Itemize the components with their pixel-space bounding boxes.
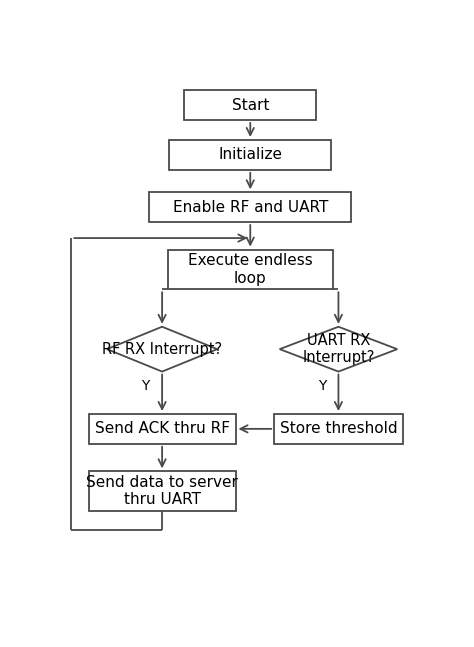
Text: Send data to server
thru UART: Send data to server thru UART bbox=[86, 475, 238, 507]
Polygon shape bbox=[107, 327, 217, 371]
Text: Enable RF and UART: Enable RF and UART bbox=[173, 200, 328, 215]
Text: Store threshold: Store threshold bbox=[280, 421, 397, 436]
Polygon shape bbox=[280, 327, 397, 371]
Text: Start: Start bbox=[231, 98, 269, 113]
Text: Initialize: Initialize bbox=[218, 148, 283, 162]
FancyBboxPatch shape bbox=[184, 90, 316, 120]
Text: Send ACK thru RF: Send ACK thru RF bbox=[95, 421, 229, 436]
Text: Y: Y bbox=[318, 378, 326, 393]
FancyBboxPatch shape bbox=[274, 414, 403, 444]
FancyBboxPatch shape bbox=[89, 414, 236, 444]
FancyBboxPatch shape bbox=[89, 471, 236, 511]
FancyBboxPatch shape bbox=[170, 140, 331, 170]
FancyBboxPatch shape bbox=[149, 192, 351, 222]
Text: UART RX
Interrupt?: UART RX Interrupt? bbox=[302, 333, 374, 366]
FancyBboxPatch shape bbox=[168, 250, 333, 289]
Text: RF RX Interrupt?: RF RX Interrupt? bbox=[102, 342, 222, 356]
Text: Execute endless
loop: Execute endless loop bbox=[188, 253, 313, 285]
Text: Y: Y bbox=[141, 378, 150, 393]
